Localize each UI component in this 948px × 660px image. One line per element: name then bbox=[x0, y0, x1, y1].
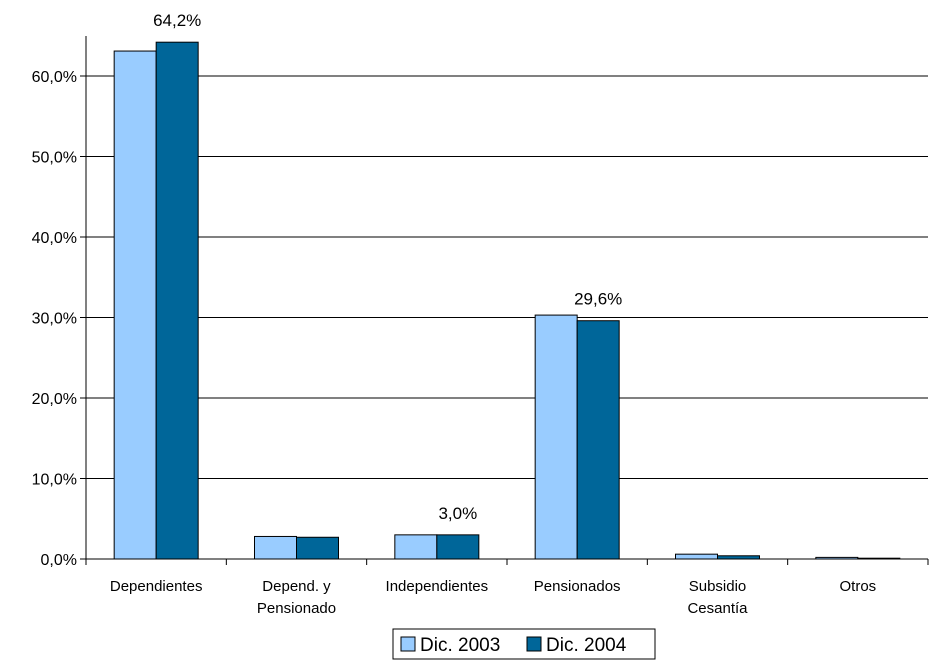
y-tick-label: 0,0% bbox=[41, 552, 77, 569]
legend-label: Dic. 2003 bbox=[420, 635, 500, 656]
legend-label: Dic. 2004 bbox=[546, 635, 627, 656]
y-tick-label: 10,0% bbox=[32, 472, 77, 489]
bars bbox=[113, 41, 901, 560]
bar-dic-2004 bbox=[436, 534, 480, 560]
x-category-label: Depend. y bbox=[262, 578, 331, 595]
bar-dic-2004 bbox=[155, 41, 199, 560]
bar-dic-2004 bbox=[296, 536, 339, 560]
data-label: 29,6% bbox=[574, 290, 622, 309]
y-tick-label: 40,0% bbox=[32, 230, 77, 247]
x-category-label: Pensionados bbox=[534, 578, 621, 595]
y-tick-label: 30,0% bbox=[32, 311, 77, 328]
bar-dic-2003 bbox=[254, 535, 297, 560]
bar-dic-2004 bbox=[576, 320, 620, 560]
legend-box bbox=[392, 628, 656, 660]
legend-swatch bbox=[400, 636, 416, 652]
x-category-label: Pensionado bbox=[257, 600, 336, 617]
x-category-label: Dependientes bbox=[110, 578, 203, 595]
x-category-label: Independientes bbox=[386, 578, 489, 595]
data-label: 64,2% bbox=[153, 11, 201, 30]
y-tick-label: 50,0% bbox=[32, 150, 77, 167]
bar-dic-2003 bbox=[534, 314, 578, 560]
data-labels: 64,2% 3,0% 29,6% bbox=[153, 11, 622, 523]
legend-swatch bbox=[526, 636, 542, 652]
data-label: 3,0% bbox=[438, 504, 477, 523]
x-category-label: Cesantía bbox=[687, 600, 748, 617]
gridlines bbox=[86, 75, 928, 479]
y-tick-label: 20,0% bbox=[32, 391, 77, 408]
bar-dic-2003 bbox=[394, 534, 438, 560]
axes bbox=[85, 36, 929, 565]
y-axis-ticks: 0,0% 10,0% 20,0% 30,0% 40,0% 50,0% 60,0% bbox=[32, 69, 86, 569]
x-category-label: Otros bbox=[839, 578, 876, 595]
bar-dic-2003 bbox=[113, 50, 157, 560]
x-category-label: Subsidio bbox=[689, 578, 747, 595]
bar-dic-2003 bbox=[675, 553, 718, 560]
y-tick-label: 60,0% bbox=[32, 69, 77, 86]
x-axis-labels: Dependientes Depend. y Pensionado Independi… bbox=[110, 578, 876, 617]
legend: Dic. 2003 Dic. 2004 bbox=[392, 628, 656, 660]
